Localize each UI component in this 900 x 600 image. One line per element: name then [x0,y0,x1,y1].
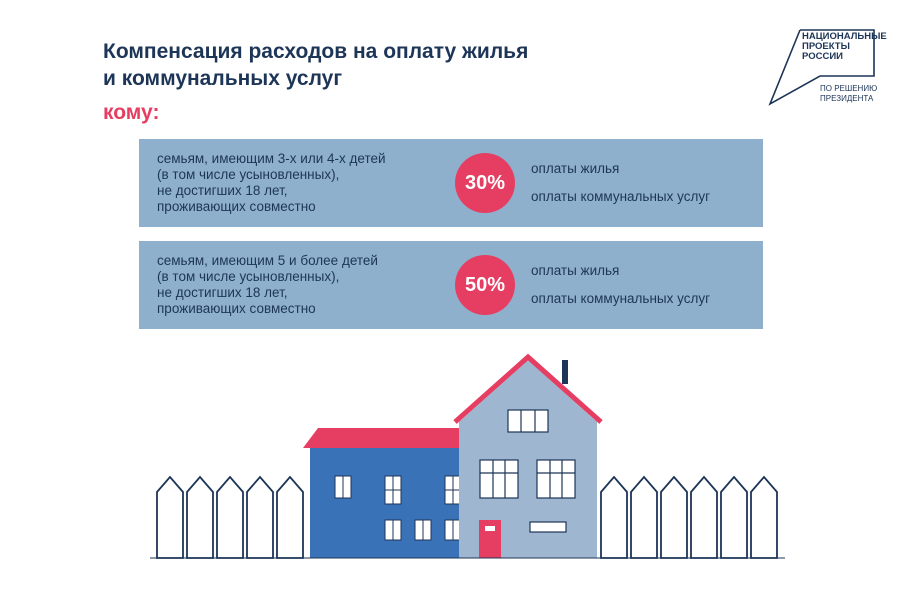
title-line-1: Компенсация расходов на оплату жилья [103,40,529,63]
logo-text: НАЦИОНАЛЬНЫЕ ПРОЕКТЫ РОССИИ [802,31,887,62]
house-illustration [150,353,785,559]
option-utilities: оплаты коммунальных услуг [531,291,711,306]
page-title: Компенсация расходов на оплату жилья и к… [103,38,528,92]
option-utilities: оплаты коммунальных услуг [531,189,711,204]
benefit-card-30: семьям, имеющим 3-х или 4-х детей (в том… [139,139,763,227]
title-line-2: и коммунальных услуг [103,67,343,90]
national-projects-logo: НАЦИОНАЛЬНЫЕ ПРОЕКТЫ РОССИИ ПО РЕШЕНИЮ П… [766,26,887,108]
card-eligibility-text: семьям, имеющим 3-х или 4-х детей (в том… [157,151,386,214]
logo-subtext: ПО РЕШЕНИЮ ПРЕЗИДЕНТА [820,84,878,103]
right-fence-icon [600,475,778,559]
logo-mark-icon [768,29,875,106]
house-main-icon [453,353,603,558]
option-housing: оплаты жилья [531,263,620,278]
percent-badge: 50% [455,255,515,315]
house-left-wing-icon [303,428,462,558]
percent-badge: 30% [455,153,515,213]
option-housing: оплаты жилья [531,161,620,176]
benefit-card-50: семьям, имеющим 5 и более детей (в том ч… [139,241,763,329]
left-fence-icon [156,475,304,559]
card-eligibility-text: семьям, имеющим 5 и более детей (в том ч… [157,253,378,316]
recipients-heading: кому: [103,101,160,124]
